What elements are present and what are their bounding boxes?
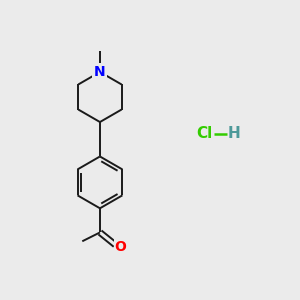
- Text: H: H: [227, 126, 240, 141]
- Text: N: N: [94, 65, 106, 79]
- Text: Cl: Cl: [196, 126, 213, 141]
- Text: O: O: [115, 240, 127, 254]
